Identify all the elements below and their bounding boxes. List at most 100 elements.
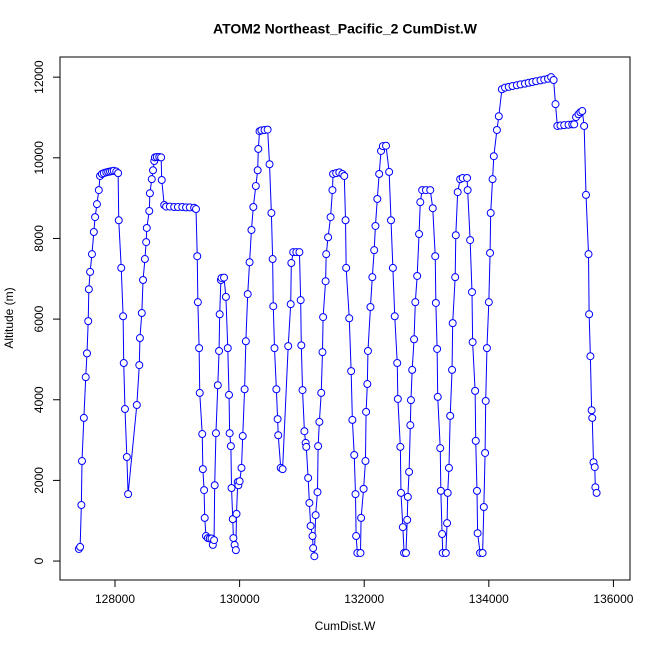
data-point <box>86 267 95 276</box>
data-point <box>405 467 414 476</box>
data-point <box>486 209 495 218</box>
data-point <box>375 169 384 178</box>
data-point <box>466 236 475 245</box>
data-point <box>77 457 86 466</box>
y-tick-label: 10000 <box>32 141 46 175</box>
data-point <box>441 548 450 557</box>
data-point <box>315 417 324 426</box>
data-point <box>213 381 222 390</box>
data-point <box>481 396 490 405</box>
data-point <box>225 429 234 438</box>
data-point <box>200 486 209 495</box>
data-point <box>192 205 201 214</box>
data-point <box>119 359 128 368</box>
data-point <box>584 250 593 259</box>
data-point <box>463 173 472 182</box>
data-point <box>373 194 382 203</box>
data-point <box>81 373 90 382</box>
data-point <box>193 298 202 307</box>
data-point <box>448 319 457 328</box>
data-point <box>468 288 477 297</box>
y-tick-label: 12000 <box>32 60 46 94</box>
data-point <box>92 200 101 209</box>
data-point <box>551 100 560 109</box>
y-tick-label: 8000 <box>32 225 46 252</box>
data-point <box>263 125 272 134</box>
data-point <box>91 213 100 222</box>
data-point <box>396 442 405 451</box>
data-point <box>342 263 351 272</box>
data-point <box>401 548 410 557</box>
data-point <box>238 432 247 441</box>
data-point <box>494 112 503 121</box>
data-point <box>361 457 370 466</box>
data-point <box>296 296 305 305</box>
chart-title: ATOM2 Northeast_Pacific_2 CumDist.W <box>213 21 478 37</box>
data-point <box>114 216 123 225</box>
data-point <box>305 498 314 507</box>
data-point <box>135 361 144 370</box>
data-point <box>314 442 323 451</box>
data-point <box>436 444 445 453</box>
y-tick-label: 0 <box>32 557 46 564</box>
data-point <box>472 486 481 495</box>
data-point <box>406 421 415 430</box>
data-point <box>352 532 361 541</box>
data-point <box>592 488 601 497</box>
data-point <box>210 536 219 545</box>
data-point <box>215 346 224 355</box>
data-point <box>433 344 442 353</box>
data-point <box>235 477 244 486</box>
data-point <box>471 436 480 445</box>
data-point <box>403 492 412 501</box>
data-point <box>79 413 88 422</box>
data-point <box>443 488 452 497</box>
data-point <box>446 411 455 420</box>
data-point <box>416 198 425 207</box>
data-point <box>137 309 146 318</box>
data-point <box>585 310 594 319</box>
data-point <box>269 302 278 311</box>
data-point <box>119 312 128 321</box>
data-point <box>232 509 241 518</box>
data-point <box>482 344 491 353</box>
data-point <box>149 166 158 175</box>
data-point <box>396 488 405 497</box>
data-point <box>587 406 596 415</box>
data-point <box>406 396 415 405</box>
data-point <box>122 453 131 462</box>
plot-frame <box>59 56 631 581</box>
data-point <box>300 427 309 436</box>
data-point <box>210 481 219 490</box>
data-point <box>76 542 85 551</box>
data-point <box>298 386 307 395</box>
data-point <box>488 175 497 184</box>
data-point <box>492 125 501 134</box>
data-point <box>444 463 453 472</box>
data-point <box>451 231 460 240</box>
data-point <box>433 392 442 401</box>
data-point <box>140 255 149 264</box>
data-point <box>227 484 236 493</box>
data-point <box>350 450 359 459</box>
data-point <box>145 189 154 198</box>
y-tick-label: 6000 <box>32 305 46 332</box>
data-point <box>225 390 234 399</box>
x-tick-label: 128000 <box>95 592 135 606</box>
data-point <box>223 344 232 353</box>
data-point <box>273 415 282 424</box>
data-point <box>306 521 315 530</box>
y-tick-label: 2000 <box>32 467 46 494</box>
x-tick-label: 132000 <box>344 592 384 606</box>
data-point <box>215 310 224 319</box>
data-point <box>371 221 380 230</box>
data-point <box>124 490 133 499</box>
data-point <box>590 463 599 472</box>
data-point <box>357 513 366 522</box>
data-point <box>410 335 419 344</box>
data-point <box>317 388 326 397</box>
data-point <box>463 186 472 195</box>
data-point <box>193 252 202 261</box>
data-point <box>411 298 420 307</box>
data-point <box>84 317 93 326</box>
